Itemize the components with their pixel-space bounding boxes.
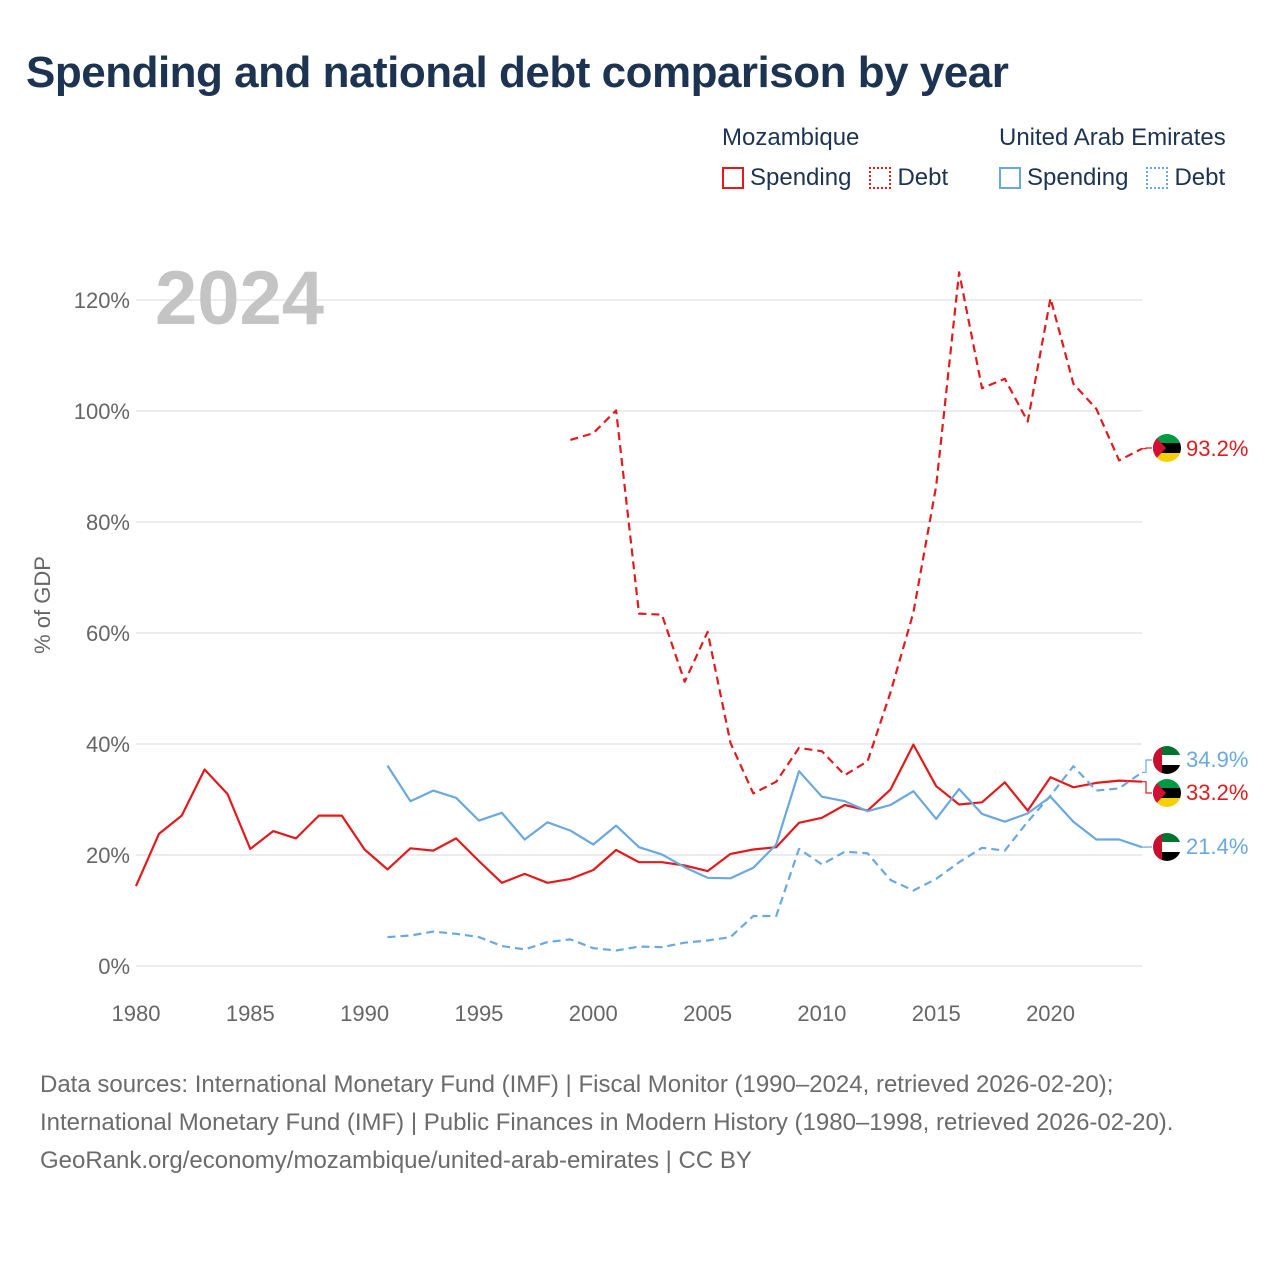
end-label-connector (1142, 781, 1152, 794)
y-tick-label: 40% (86, 732, 130, 757)
legend-swatch-dotted (1146, 167, 1169, 189)
y-tick-label: 0% (98, 954, 130, 979)
legend-swatch-solid (722, 167, 744, 189)
x-tick-label: 1990 (340, 1001, 389, 1026)
y-axis-title: % of GDP (30, 556, 55, 654)
legend-item-mozambique-debt[interactable]: Debt (869, 164, 948, 192)
credit-line[interactable]: GeoRank.org/economy/mozambique/united-ar… (40, 1147, 752, 1174)
x-tick-label: 1985 (226, 1001, 275, 1026)
series-line-united-arab-emirates-debt[interactable] (387, 765, 1143, 952)
x-tick-label: 2005 (683, 1001, 732, 1026)
y-tick-label: 100% (74, 399, 130, 424)
x-tick-label: 1995 (454, 1001, 503, 1026)
y-tick-label: 80% (86, 510, 130, 535)
end-label-mozambique-debt: 93.2% (1186, 436, 1248, 461)
legend-item-uae-spending[interactable]: Spending (999, 164, 1128, 192)
x-tick-label: 2000 (569, 1001, 618, 1026)
y-tick-label: 120% (74, 288, 130, 313)
uae-flag-icon (1153, 833, 1181, 861)
legend-group-name: United Arab Emirates (999, 124, 1226, 151)
legend-item-label: Spending (1027, 164, 1129, 191)
y-tick-label: 20% (86, 843, 130, 868)
chart-title: Spending and national debt comparison by… (26, 48, 1009, 97)
x-tick-label: 2020 (1026, 1001, 1075, 1026)
mozambique-flag-icon (1153, 434, 1181, 462)
legend-item-mozambique-spending[interactable]: Spending (722, 164, 851, 192)
series-line-mozambique-debt[interactable] (570, 271, 1143, 795)
series-line-united-arab-emirates-spending[interactable] (386, 765, 1143, 880)
legend-swatch-dotted (869, 167, 892, 189)
legend-group-name: Mozambique (722, 124, 860, 151)
uae-flag-icon (1153, 746, 1181, 774)
mozambique-flag-icon (1153, 779, 1181, 807)
x-tick-label: 2010 (797, 1001, 846, 1026)
end-label-connector (1142, 447, 1152, 450)
x-tick-label: 1980 (112, 1001, 161, 1026)
footer: Data sources: International Monetary Fun… (40, 1066, 1240, 1180)
end-label-uae-debt: 34.9% (1186, 747, 1248, 772)
end-label-connector (1142, 759, 1152, 773)
year-watermark: 2024 (155, 256, 324, 341)
x-tick-label: 2015 (912, 1001, 961, 1026)
series-line-mozambique-spending[interactable] (134, 743, 1143, 887)
legend-item-label: Debt (897, 164, 949, 191)
legend-item-label: Debt (1174, 164, 1226, 191)
legend-item-uae-debt[interactable]: Debt (1146, 164, 1225, 192)
legend-group-mozambique: Mozambique Spending Debt (722, 124, 966, 192)
data-sources: Data sources: International Monetary Fun… (40, 1071, 1174, 1136)
legend-item-label: Spending (750, 164, 852, 191)
legend-swatch-solid (999, 167, 1021, 189)
end-label-uae-spending: 21.4% (1186, 834, 1248, 859)
legend-group-uae: United Arab Emirates Spending Debt (999, 124, 1243, 192)
end-label-mozambique-spending: 33.2% (1186, 780, 1248, 805)
y-tick-label: 60% (86, 621, 130, 646)
chart-area: 0% 20% 40% 60% 80% 100% 120% 1980 1985 1990 1995 20… (30, 256, 1248, 1026)
